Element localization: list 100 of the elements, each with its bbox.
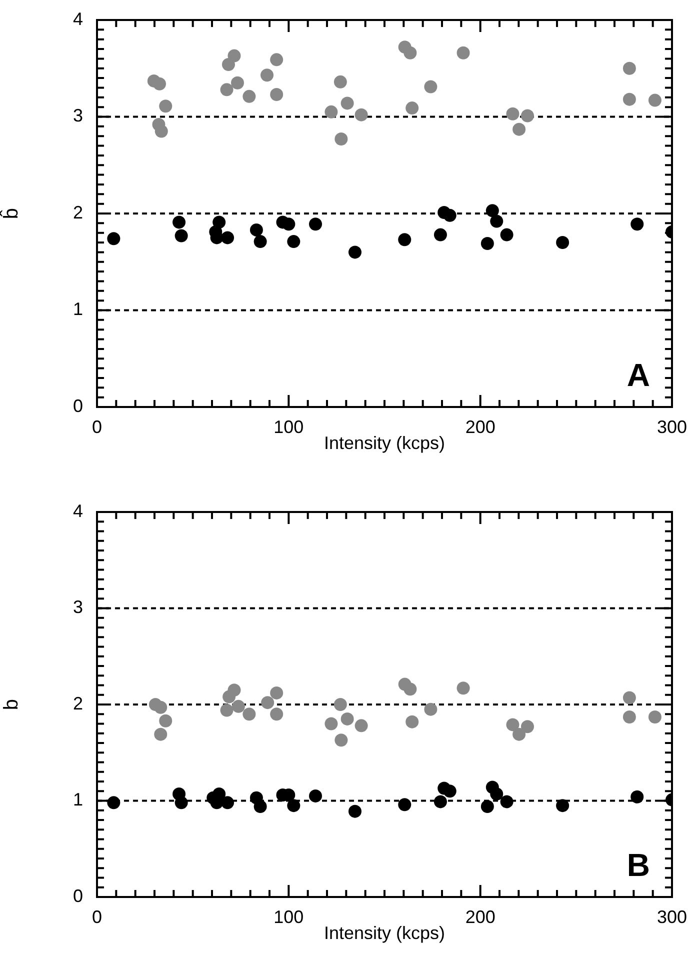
y-tick-label: 3 [72, 597, 83, 618]
point [260, 68, 274, 82]
point [404, 46, 417, 60]
point [222, 690, 236, 704]
point [556, 799, 570, 812]
point [159, 714, 172, 728]
point [354, 719, 368, 732]
y-tick-label: 0 [72, 886, 83, 906]
point [154, 700, 168, 714]
point [443, 208, 456, 222]
y-tick-label: 1 [72, 299, 83, 320]
point [270, 53, 284, 66]
point [500, 795, 514, 808]
point [622, 92, 636, 106]
point [287, 799, 300, 812]
point [480, 236, 494, 250]
point [221, 231, 234, 244]
point [630, 790, 644, 804]
point [270, 708, 284, 721]
point [159, 100, 172, 113]
point [221, 796, 234, 810]
point [648, 710, 662, 724]
point [242, 90, 256, 103]
point [261, 696, 274, 710]
point [107, 796, 120, 810]
point [434, 228, 447, 242]
y-tick-label: 4 [72, 500, 83, 521]
point [309, 218, 322, 231]
x-axis-title: Intensity (kcps) [324, 923, 446, 944]
point [348, 246, 362, 259]
point [500, 228, 514, 242]
point [154, 728, 168, 741]
point [340, 96, 354, 110]
point [486, 204, 499, 218]
point [406, 102, 419, 115]
x-axis-title: Intensity (kcps) [324, 433, 446, 454]
x-tick-label: 300 [656, 416, 688, 437]
y-tick-label: 2 [72, 202, 83, 222]
point [480, 800, 494, 814]
point [230, 76, 244, 90]
point [490, 214, 504, 228]
point [512, 728, 526, 741]
point [398, 233, 412, 246]
point [622, 62, 636, 75]
point [250, 223, 263, 236]
point [630, 218, 644, 231]
point [622, 710, 636, 724]
point [270, 88, 284, 101]
y-tick-label: 0 [72, 396, 83, 416]
point [152, 77, 166, 90]
point [456, 46, 470, 60]
x-tick-label: 100 [274, 906, 304, 927]
point [174, 229, 188, 242]
point [334, 734, 348, 747]
point [309, 789, 322, 802]
point [398, 798, 412, 812]
point [424, 80, 438, 94]
point [622, 691, 636, 704]
point [107, 232, 120, 246]
point [334, 75, 347, 88]
point [220, 83, 234, 96]
point [220, 704, 234, 717]
point [270, 686, 284, 700]
point [506, 718, 520, 732]
y-tick-label: 3 [72, 106, 83, 126]
point [406, 715, 419, 728]
point [556, 236, 570, 250]
x-tick-label: 0 [92, 906, 102, 927]
point [404, 682, 417, 696]
x-tick-label: 200 [465, 906, 496, 927]
point [154, 124, 168, 138]
y-tick-label: 1 [72, 790, 83, 810]
y-tick-label: 2 [72, 693, 83, 714]
point [520, 109, 534, 122]
point [520, 720, 534, 734]
point [340, 712, 354, 726]
x-tick-label: 0 [92, 416, 102, 437]
point [456, 682, 470, 695]
point [254, 800, 267, 814]
point [232, 700, 245, 713]
y-axis-title: b [0, 698, 23, 710]
point [648, 94, 662, 107]
y-tick-label: 4 [72, 8, 83, 29]
point [354, 108, 368, 122]
point [334, 132, 348, 146]
point [324, 105, 338, 118]
point [287, 235, 300, 248]
point [490, 788, 504, 801]
x-tick-label: 200 [465, 416, 496, 437]
point [174, 796, 188, 810]
x-tick-label: 100 [274, 416, 304, 437]
point [348, 804, 362, 818]
point [228, 49, 241, 62]
annotation: A [626, 356, 650, 393]
point [424, 702, 438, 716]
y-axis-title: b̂ [0, 208, 23, 220]
annotation: B [626, 846, 650, 883]
point [254, 235, 267, 248]
point [506, 107, 520, 120]
x-tick-label: 300 [656, 906, 688, 927]
